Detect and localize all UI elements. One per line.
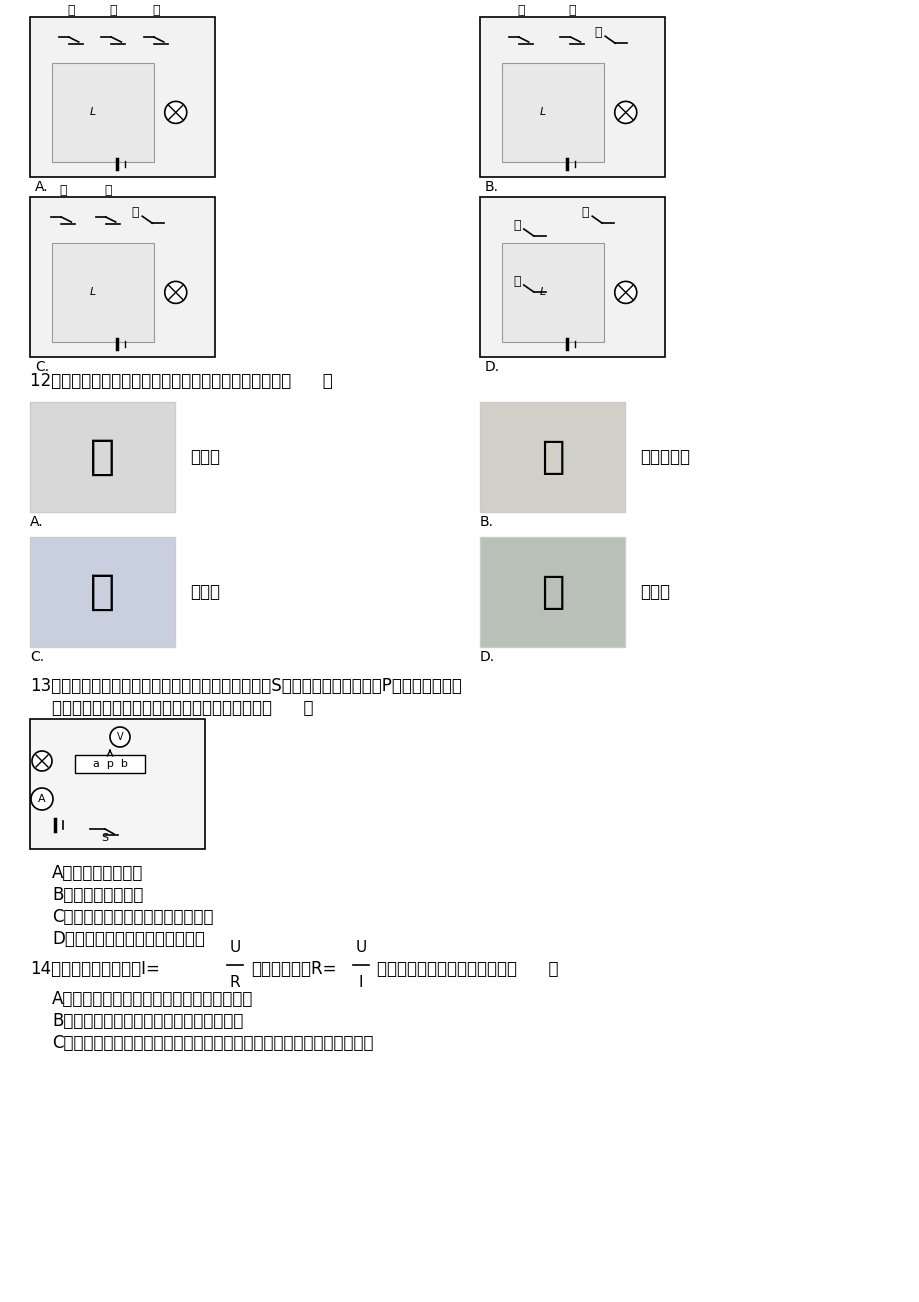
Text: C.: C. xyxy=(35,359,49,374)
Bar xyxy=(30,197,215,357)
Bar xyxy=(30,402,175,512)
Circle shape xyxy=(165,102,187,124)
Bar xyxy=(480,17,664,177)
Text: D.: D. xyxy=(484,359,500,374)
Bar xyxy=(30,719,205,849)
Text: U: U xyxy=(355,940,367,954)
Text: L: L xyxy=(539,107,545,117)
Text: 甲: 甲 xyxy=(516,4,524,17)
Bar xyxy=(52,242,153,342)
Text: 中，下列说法正确的是（假定灯泡的电阻不变）（      ）: 中，下列说法正确的是（假定灯泡的电阻不变）（ ） xyxy=(52,699,313,717)
Bar xyxy=(30,17,215,177)
Text: ．对此，下列说法中正确的是（      ）: ．对此，下列说法中正确的是（ ） xyxy=(377,960,558,978)
Text: 笔记本电脑: 笔记本电脑 xyxy=(640,448,689,466)
Circle shape xyxy=(165,281,187,303)
Bar xyxy=(480,402,624,512)
Text: A.: A. xyxy=(35,180,49,194)
Text: 电视机: 电视机 xyxy=(640,583,669,602)
Text: L: L xyxy=(539,288,545,297)
Bar xyxy=(480,197,664,357)
Bar xyxy=(75,755,145,773)
Text: 乙: 乙 xyxy=(109,4,117,17)
Text: C.: C. xyxy=(30,650,44,664)
Text: B.: B. xyxy=(484,180,498,194)
Text: 🌀: 🌀 xyxy=(90,572,115,613)
Text: D．电压表和电流表的示数都变小: D．电压表和电流表的示数都变小 xyxy=(52,930,205,948)
Text: B．导体两端的电压为零时，其电阻也为零: B．导体两端的电压为零时，其电阻也为零 xyxy=(52,1012,244,1030)
Text: L: L xyxy=(89,107,96,117)
Text: V: V xyxy=(117,732,123,742)
Text: 💻: 💻 xyxy=(540,437,563,477)
Text: D.: D. xyxy=(480,650,494,664)
Bar xyxy=(502,62,603,161)
Text: 13．如图所示的电路，电源电压恒定不变，闭合开关S，将滑动变阻器的滑片P向右移动的过程: 13．如图所示的电路，电源电压恒定不变，闭合开关S，将滑动变阻器的滑片P向右移动… xyxy=(30,677,461,695)
Circle shape xyxy=(32,751,52,771)
Text: B.: B. xyxy=(480,516,494,529)
Bar xyxy=(480,536,624,647)
Text: S: S xyxy=(101,833,108,842)
Text: 甲: 甲 xyxy=(104,184,111,197)
Text: I: I xyxy=(358,975,363,990)
Text: 甲: 甲 xyxy=(67,4,74,17)
Text: 📺: 📺 xyxy=(540,573,563,611)
Text: 乙: 乙 xyxy=(131,206,139,219)
Bar xyxy=(52,62,153,161)
Text: 电风扇: 电风扇 xyxy=(190,583,220,602)
Circle shape xyxy=(31,788,53,810)
Text: 🍚: 🍚 xyxy=(90,436,115,478)
Text: a  p  b: a p b xyxy=(93,759,128,769)
Text: B．电压表示数变大: B．电压表示数变大 xyxy=(52,885,143,904)
Text: A: A xyxy=(39,794,46,805)
Bar xyxy=(502,242,603,342)
Text: 甲: 甲 xyxy=(513,275,520,288)
Text: R: R xyxy=(230,975,240,990)
Text: A．通过导体的电流越大，则导体的电阻越小: A．通过导体的电流越大，则导体的电阻越小 xyxy=(52,990,253,1008)
Text: 12．如图所示的家用电器中，利用电流热效应工作的是（      ）: 12．如图所示的家用电器中，利用电流热效应工作的是（ ） xyxy=(30,372,333,391)
Text: 14．根据欧姆定律公式I=: 14．根据欧姆定律公式I= xyxy=(30,960,160,978)
Text: 丙: 丙 xyxy=(568,4,575,17)
Text: 丙: 丙 xyxy=(152,4,159,17)
Text: 乙: 乙 xyxy=(594,26,601,39)
Text: 乙: 乙 xyxy=(581,206,588,219)
Text: A.: A. xyxy=(30,516,43,529)
Bar xyxy=(30,536,175,647)
Text: 电饭锅: 电饭锅 xyxy=(190,448,220,466)
Text: ，可变形得到R=: ，可变形得到R= xyxy=(251,960,336,978)
Text: A．电流表示数变小: A．电流表示数变小 xyxy=(52,865,143,881)
Text: C．导体电阻的大小跟导体两端的电压成正比，跟通过导体的电流成反比: C．导体电阻的大小跟导体两端的电压成正比，跟通过导体的电流成反比 xyxy=(52,1034,373,1052)
Circle shape xyxy=(614,102,636,124)
Circle shape xyxy=(110,727,130,747)
Text: C．电压表和电流表示数的比值变小: C．电压表和电流表示数的比值变小 xyxy=(52,907,213,926)
Text: U: U xyxy=(229,940,241,954)
Text: L: L xyxy=(89,288,96,297)
Circle shape xyxy=(614,281,636,303)
Text: 丙: 丙 xyxy=(513,219,520,232)
Text: 丙: 丙 xyxy=(60,184,67,197)
